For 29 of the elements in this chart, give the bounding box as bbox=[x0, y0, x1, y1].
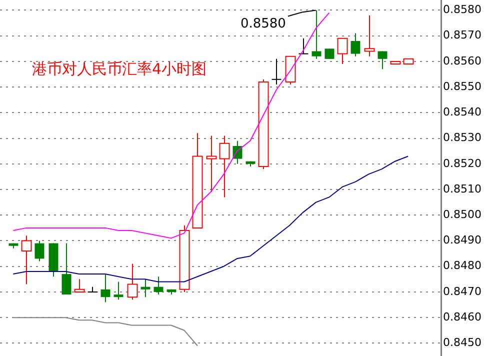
y-tick-label: 0.8530 bbox=[443, 131, 482, 144]
y-tick-label: 0.8520 bbox=[443, 156, 482, 170]
candlestick bbox=[34, 240, 44, 262]
y-tick-label: 0.8580 bbox=[443, 3, 482, 16]
candlestick bbox=[154, 276, 164, 296]
y-tick-label: 0.8510 bbox=[443, 182, 482, 196]
y-tick-label: 0.8470 bbox=[443, 284, 482, 298]
annotation: 0.8580 bbox=[240, 16, 286, 32]
candlestick bbox=[87, 286, 98, 292]
text: 港币对人民币汇率4小时图 bbox=[32, 60, 207, 78]
candlestick bbox=[312, 10, 322, 60]
y-tick-label: 0.8490 bbox=[443, 234, 482, 247]
y-tick-label: 0.8460 bbox=[443, 310, 482, 324]
candlestick bbox=[324, 48, 334, 60]
y-tick-label: 0.8480 bbox=[443, 259, 482, 272]
candlestick bbox=[62, 242, 72, 296]
y-tick-label: 0.8560 bbox=[443, 54, 482, 68]
candlestick bbox=[140, 278, 150, 298]
y-tick-label: 0.8540 bbox=[443, 106, 482, 119]
candlestick bbox=[378, 50, 388, 70]
y-tick-label: 0.8550 bbox=[443, 80, 482, 93]
candlestick bbox=[298, 38, 309, 54]
candlestick bbox=[100, 274, 110, 303]
candlestick bbox=[114, 281, 124, 300]
y-tick-label: 0.8570 bbox=[443, 28, 482, 42]
candlestick bbox=[271, 58, 282, 86]
y-tick-label: 0.8450 bbox=[443, 336, 482, 350]
y-tick-label: 0.8500 bbox=[443, 208, 482, 221]
candlestick bbox=[350, 32, 360, 57]
